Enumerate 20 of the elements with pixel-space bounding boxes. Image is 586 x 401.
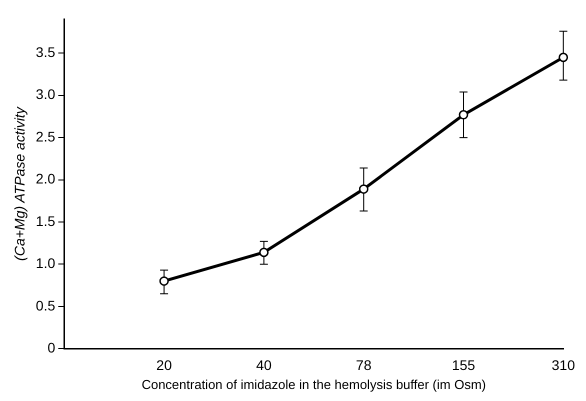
x-tick-label: 20 xyxy=(156,356,172,373)
point xyxy=(259,248,269,258)
x-tick-label: 40 xyxy=(256,356,272,373)
point xyxy=(358,184,368,194)
point xyxy=(558,52,568,62)
x-axis-title: Concentration of imidazole in the hemolysis buffer (im Osm) xyxy=(142,376,486,392)
y-tick-label: 1.5 xyxy=(36,212,56,229)
point xyxy=(159,276,169,286)
y-tick-label: 0 xyxy=(47,339,56,356)
y-tick-label: 3.5 xyxy=(36,44,56,60)
x-tick-label: 155 xyxy=(452,356,476,373)
y-tick-label: 2.0 xyxy=(36,170,56,187)
y-tick-label: 1.0 xyxy=(36,255,56,272)
y-axis-title: (Ca+Mg) ATPase activity xyxy=(11,106,28,261)
y-tick-label: 2.5 xyxy=(36,128,56,144)
x-tick-label: 310 xyxy=(552,356,576,373)
y-tick-label: 0.5 xyxy=(36,297,56,314)
point xyxy=(458,110,468,120)
x-tick-label: 78 xyxy=(356,356,372,373)
y-tick-label: 3.0 xyxy=(36,86,56,102)
